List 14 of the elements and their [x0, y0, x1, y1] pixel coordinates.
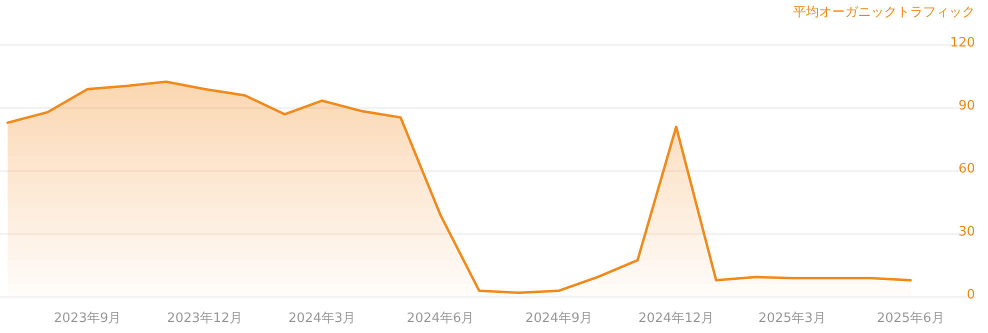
- y2-tick-label: 120: [950, 36, 975, 51]
- y2-tick-label: 30: [958, 224, 975, 240]
- x-tick-label: 2025年6月: [876, 311, 944, 326]
- x-tick-label: 2023年9月: [54, 311, 122, 326]
- x-tick-label: 2024年3月: [288, 311, 356, 326]
- x-tick-label: 2024年6月: [406, 311, 474, 326]
- y-axis-title: 平均オーガニックトラフィック: [793, 5, 975, 20]
- y2-tick-label: 0: [966, 288, 975, 303]
- x-tick-label: 2024年9月: [525, 311, 593, 326]
- x-tick-label: 2024年12月: [638, 311, 714, 326]
- x-tick-label: 2025年3月: [758, 311, 826, 326]
- y2-tick-label: 90: [958, 98, 975, 114]
- x-tick-label: 2023年12月: [166, 311, 243, 326]
- y2-tick-label: 60: [958, 162, 975, 177]
